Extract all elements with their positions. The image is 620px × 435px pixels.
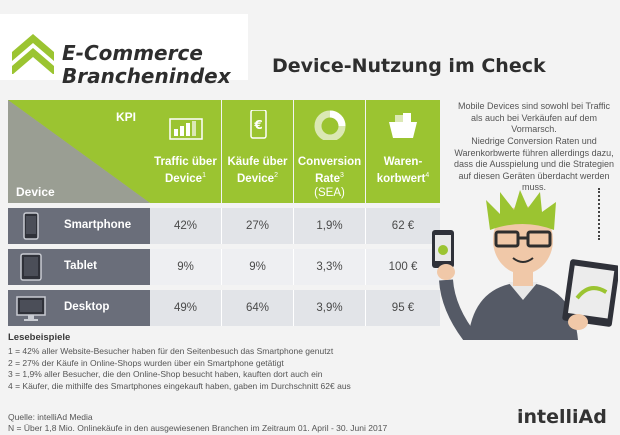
side-text-1: Mobile Devices sind sowohl bei Traffic a… xyxy=(458,101,610,134)
column-label-line1: Waren- xyxy=(383,156,423,168)
legend-item: 1 = 42% aller Website-Besucher haben für… xyxy=(8,346,334,356)
corner-split-icon xyxy=(8,100,150,203)
row-header: Desktop xyxy=(8,290,150,326)
table-cell: 64% xyxy=(222,290,294,326)
column-header-purchases: € Käufe über Device2 xyxy=(222,100,294,203)
table-cell: 3,3% xyxy=(294,249,366,285)
table-cell: 62 € xyxy=(366,208,440,244)
device-label: Tablet xyxy=(64,260,98,272)
double-chevron-up-logo-icon xyxy=(12,34,54,74)
page-title: Device-Nutzung im Check xyxy=(272,55,546,77)
source-line2: N = Über 1,8 Mio. Onlinekäufe in den aus… xyxy=(8,423,388,433)
legend-item: 3 = 1,9% aller Besucher, die den Online-… xyxy=(8,369,323,379)
column-label-line1: Käufe über xyxy=(227,156,288,168)
desktop-icon xyxy=(16,296,46,321)
source-line1: Quelle: intelliAd Media xyxy=(8,412,93,422)
pie-ring-icon xyxy=(314,110,345,140)
kpi-table: KPI Device Traffic über Device1 € Käufe … xyxy=(8,100,440,328)
table-row: Tablet 9% 9% 3,3% 100 € xyxy=(8,249,440,285)
euro-phone-icon: € xyxy=(249,110,267,139)
column-label-line2: Device xyxy=(237,172,275,185)
table-cell: 42% xyxy=(150,208,222,244)
column-footnote: 3 xyxy=(340,172,344,179)
corner-device-label: Device xyxy=(16,185,55,199)
column-sub-label: (SEA) xyxy=(314,186,345,199)
row-header: Tablet xyxy=(8,249,150,285)
table-row: Smartphone 42% 27% 1,9% 62 € xyxy=(8,208,440,244)
column-header-traffic: Traffic über Device1 xyxy=(150,100,222,203)
brand-banner: E-Commerce Branchenindex xyxy=(0,14,248,88)
column-label-line2: Rate xyxy=(315,172,341,185)
table-cell: 3,9% xyxy=(294,290,366,326)
column-label-line1: Conversion xyxy=(297,156,362,168)
brand-line2: Branchenindex xyxy=(62,64,231,88)
legend-item: 2 = 27% der Käufe in Online-Shops wurden… xyxy=(8,357,284,368)
tablet-icon xyxy=(20,253,42,281)
column-footnote: 2 xyxy=(274,172,278,179)
corner-cell: KPI Device xyxy=(8,100,150,203)
legend-item: 4 = Käufer, die mithilfe des Smartphones… xyxy=(8,380,351,391)
intelliad-logo: intelliAd xyxy=(517,406,607,428)
column-footnote: 4 xyxy=(425,172,430,179)
brand-line1: E-Commerce xyxy=(62,41,203,65)
column-footnote: 1 xyxy=(202,172,206,179)
reading-examples: Lesebeispiele 1 = 42% aller Website-Besu… xyxy=(8,332,448,392)
shopping-basket-icon xyxy=(389,113,417,138)
corner-kpi-label: KPI xyxy=(116,110,137,124)
column-label-line1: Traffic über xyxy=(154,156,217,168)
source-note: Quelle: intelliAd Media N = Über 1,8 Mio… xyxy=(8,412,387,434)
table-cell: 9% xyxy=(222,249,294,285)
dotted-connector xyxy=(598,188,600,240)
row-header: Smartphone xyxy=(8,208,150,244)
device-label: Smartphone xyxy=(64,219,132,231)
svg-text:€: € xyxy=(253,118,262,132)
column-label-line2: korbwert xyxy=(376,172,426,185)
table-row: Desktop 49% 64% 3,9% 95 € xyxy=(8,290,440,326)
table-cell: 49% xyxy=(150,290,222,326)
traffic-bars-icon xyxy=(168,118,203,140)
table-cell: 9% xyxy=(150,249,222,285)
table-cell: 95 € xyxy=(366,290,440,326)
device-label: Desktop xyxy=(64,301,110,313)
table-cell: 100 € xyxy=(366,249,440,285)
person-with-devices-illustration xyxy=(432,190,618,340)
side-text-2: Niedrige Conversion Raten und Warenkorbw… xyxy=(453,136,615,192)
table-cell: 1,9% xyxy=(294,208,366,244)
smartphone-icon xyxy=(23,212,39,240)
table-cell: 27% xyxy=(222,208,294,244)
column-header-conversion: Conversion Rate3 (SEA) xyxy=(294,100,366,203)
column-label-line2: Device xyxy=(165,172,203,185)
column-header-basket: Waren- korbwert4 xyxy=(366,100,440,203)
legend-title: Lesebeispiele xyxy=(8,332,71,343)
